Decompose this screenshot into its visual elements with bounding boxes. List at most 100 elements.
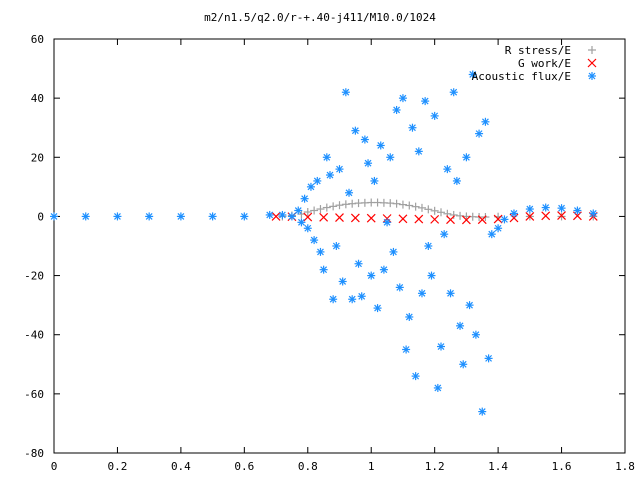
y-tick-label: 60 <box>31 33 44 46</box>
data-point <box>208 212 217 221</box>
data-point <box>351 126 360 135</box>
data-point <box>525 212 535 221</box>
x-tick-label: 0 <box>51 460 58 473</box>
x-tick-label: 0.4 <box>171 460 191 473</box>
data-point <box>240 212 249 221</box>
data-point <box>350 213 360 223</box>
legend-marker <box>588 72 596 80</box>
data-point <box>405 201 414 210</box>
data-point <box>421 97 430 106</box>
data-point <box>509 209 518 218</box>
legend-marker <box>588 46 596 54</box>
data-point <box>338 277 347 286</box>
data-point <box>459 360 468 369</box>
data-point <box>300 194 309 203</box>
data-point <box>370 176 379 185</box>
data-point <box>360 135 369 144</box>
data-point <box>329 295 338 304</box>
data-point <box>322 153 331 162</box>
x-tick-label: 1.8 <box>615 460 635 473</box>
y-tick-label: 40 <box>31 92 44 105</box>
data-point <box>494 224 503 233</box>
data-point <box>329 202 338 211</box>
data-point <box>335 213 344 223</box>
data-point <box>319 212 329 222</box>
series-g-work-e <box>271 211 598 225</box>
data-point <box>50 212 58 221</box>
data-point <box>306 182 315 191</box>
data-point <box>437 208 446 217</box>
data-point <box>348 295 357 304</box>
data-point <box>345 188 354 197</box>
data-point <box>424 205 433 214</box>
x-tick-label: 0.6 <box>234 460 254 473</box>
data-point <box>478 407 487 416</box>
data-point <box>509 213 519 223</box>
data-point <box>484 354 493 363</box>
data-point <box>477 215 487 225</box>
x-tick-label: 1.6 <box>552 460 572 473</box>
data-point <box>411 202 420 211</box>
data-point <box>443 165 452 174</box>
data-point <box>462 153 471 162</box>
data-point <box>414 214 424 224</box>
y-tick-label: 20 <box>31 151 44 164</box>
data-point <box>335 165 344 174</box>
data-point <box>541 211 551 221</box>
data-point <box>471 330 480 339</box>
data-point <box>341 88 350 97</box>
data-point <box>310 206 319 215</box>
legend-label: Acoustic flux/E <box>472 70 571 83</box>
series-r-stress-e <box>278 198 598 222</box>
data-point <box>452 176 461 185</box>
data-point <box>265 210 274 219</box>
data-point <box>366 213 376 223</box>
data-point <box>383 218 392 227</box>
data-point <box>500 215 509 224</box>
data-point <box>424 242 433 250</box>
data-point <box>408 123 417 132</box>
data-point <box>145 212 154 221</box>
data-point <box>493 214 503 224</box>
data-point <box>541 203 550 212</box>
data-point <box>411 372 420 381</box>
data-point <box>430 111 439 120</box>
x-tick-label: 1.2 <box>425 460 445 473</box>
data-point <box>316 205 325 214</box>
data-point <box>367 271 376 280</box>
data-point <box>405 312 414 321</box>
data-point <box>398 214 408 224</box>
data-point <box>389 247 398 256</box>
data-point <box>525 205 534 214</box>
data-point <box>395 283 404 292</box>
data-point <box>176 212 185 221</box>
data-point <box>325 171 334 180</box>
series-layer <box>50 70 598 416</box>
data-point <box>354 259 363 268</box>
y-tick-label: -20 <box>24 270 44 283</box>
data-point <box>487 230 496 239</box>
x-axis: 0 0.2 0.4 0.6 0.8 1 1.2 1.4 1.6 1.8 <box>51 39 635 473</box>
data-point <box>430 214 440 224</box>
chart-title: m2/n1.5/q2.0/r-+.40-j411/M10.0/1024 <box>204 11 436 24</box>
data-point <box>297 218 306 227</box>
data-point <box>386 153 395 162</box>
data-point <box>449 88 458 97</box>
data-point <box>303 224 312 233</box>
y-tick-label: -40 <box>24 329 44 342</box>
data-point <box>557 211 566 220</box>
data-point <box>398 94 407 103</box>
data-point <box>310 236 319 245</box>
data-point <box>357 292 366 301</box>
data-point <box>446 215 455 225</box>
x-tick-label: 1 <box>368 460 375 473</box>
legend-label: R stress/E <box>505 44 571 57</box>
data-point <box>557 212 566 221</box>
series-acoustic-flux-e <box>50 70 598 416</box>
data-point <box>316 247 325 256</box>
data-point <box>271 212 281 221</box>
data-point <box>446 289 455 298</box>
data-point <box>278 210 287 219</box>
data-point <box>417 289 426 298</box>
